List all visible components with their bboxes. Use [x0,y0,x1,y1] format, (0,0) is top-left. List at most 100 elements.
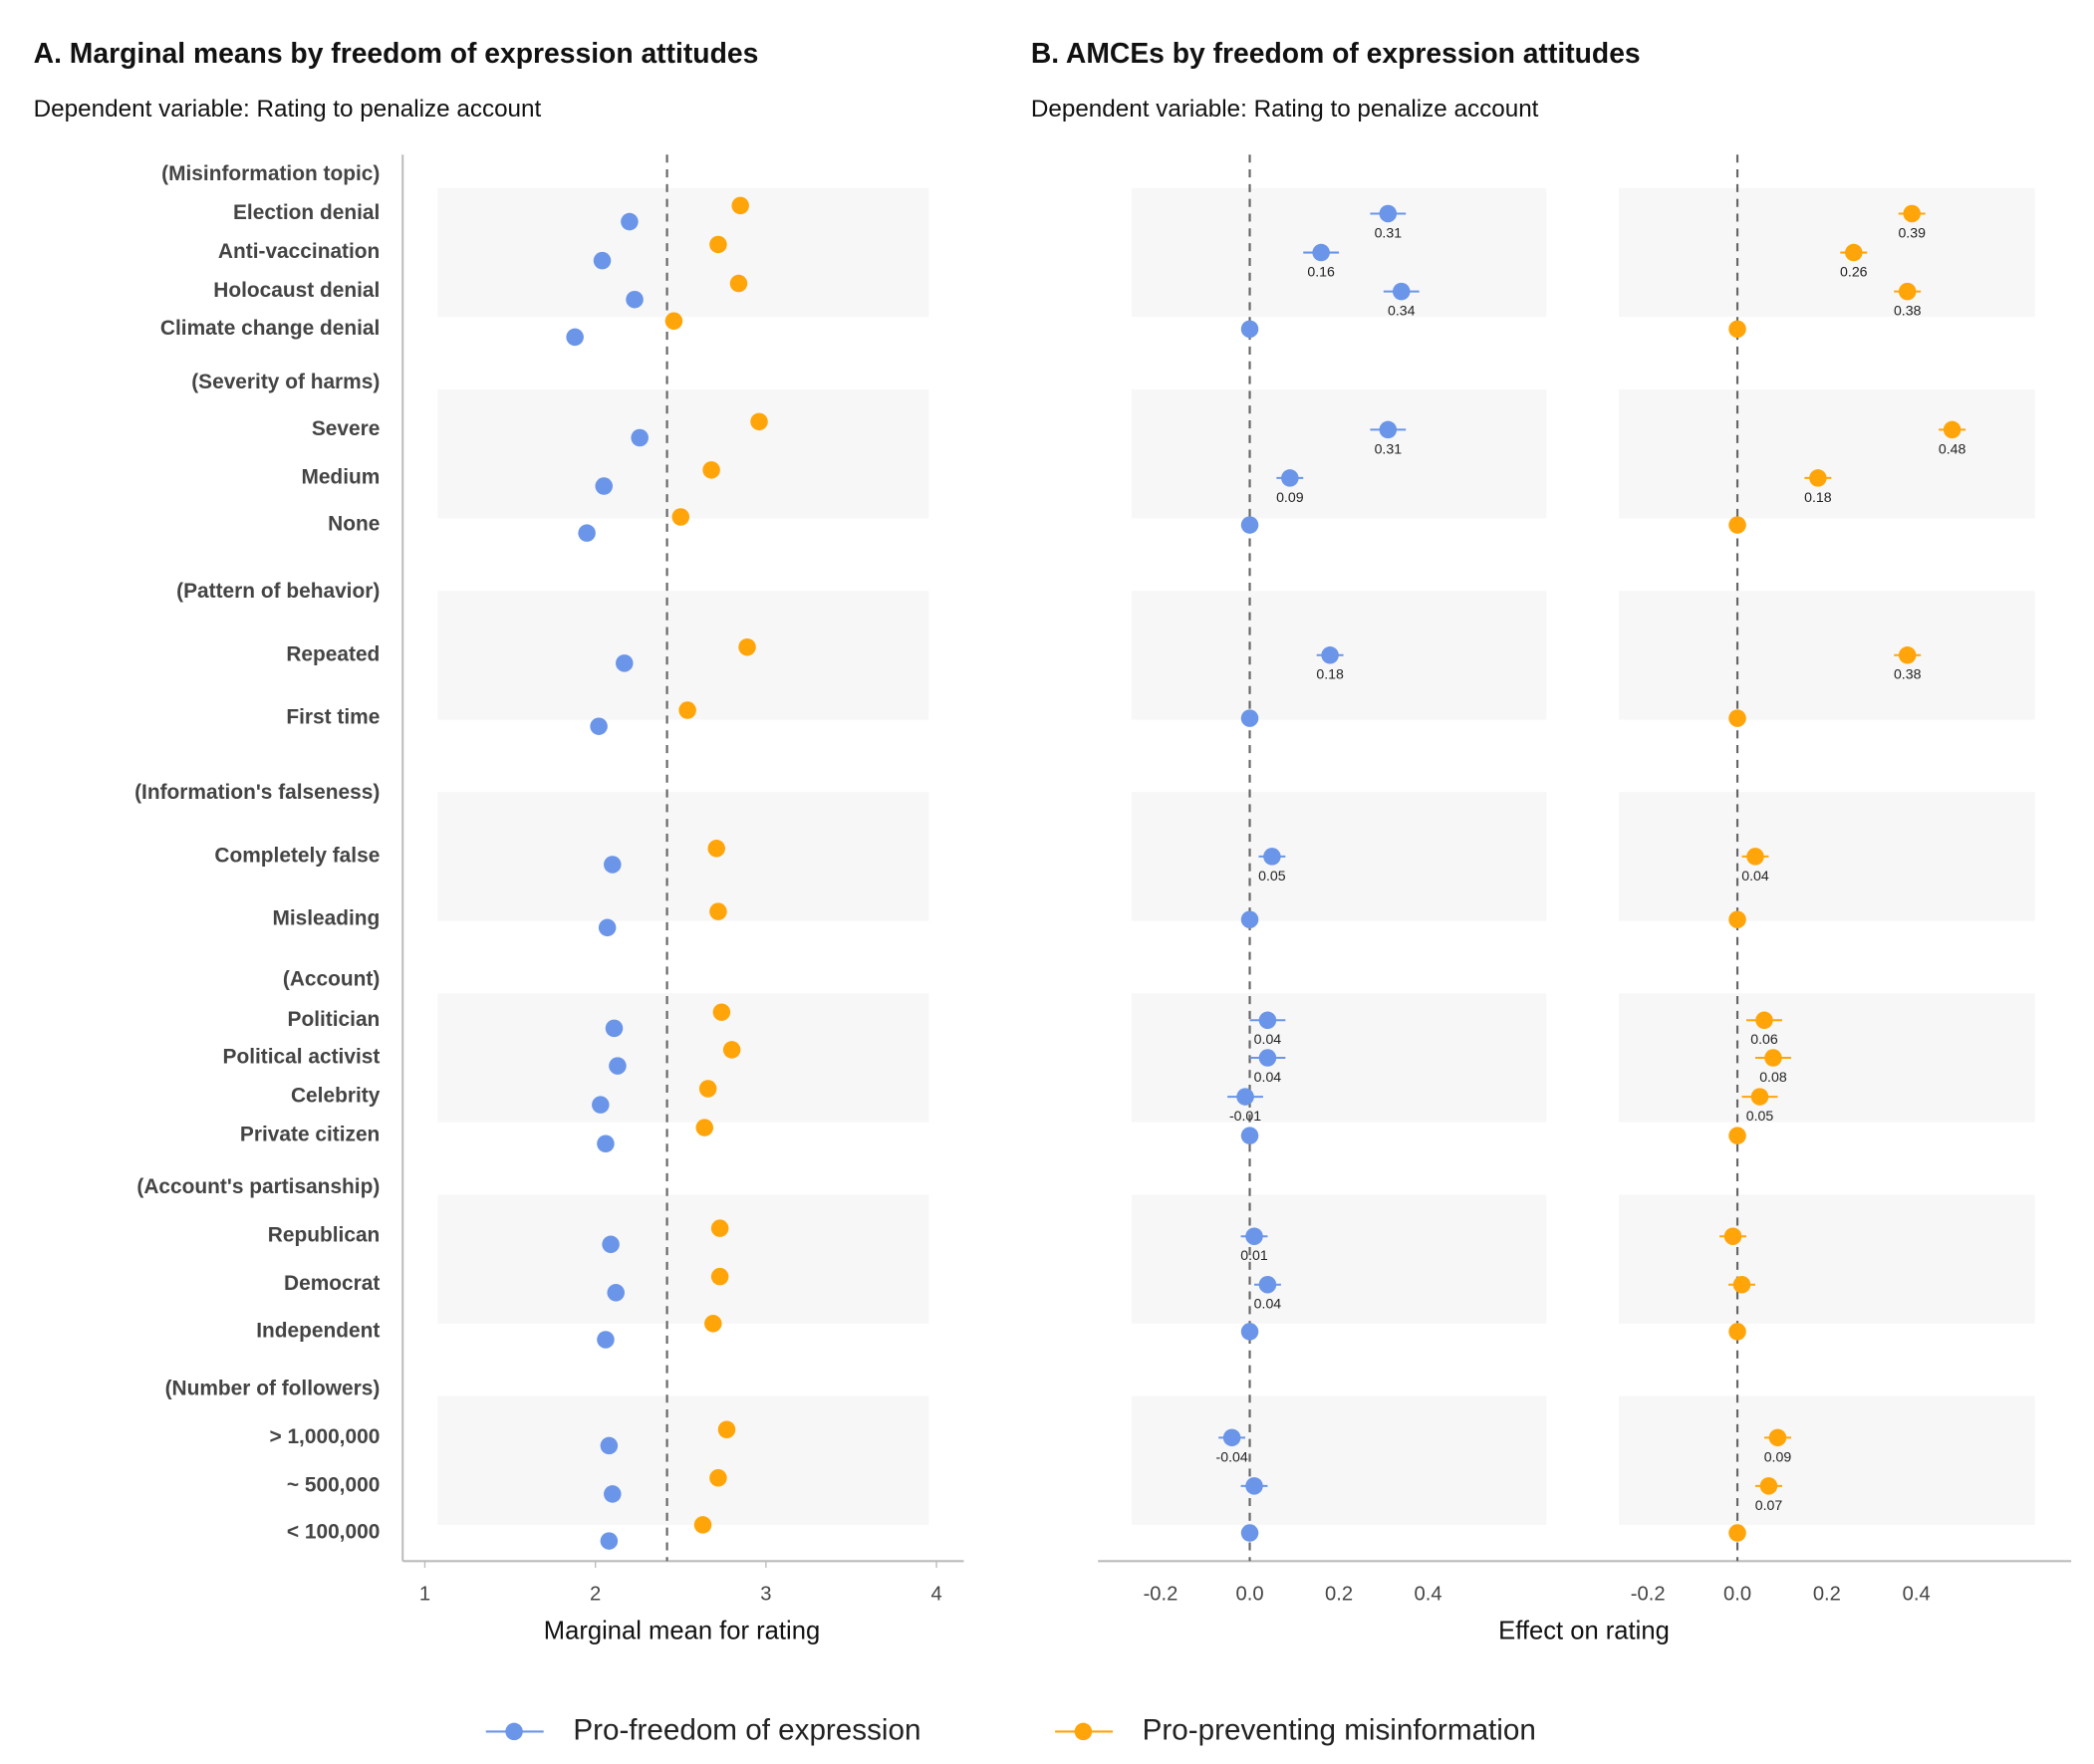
dot [1759,1477,1778,1495]
data-label: 0.26 [1840,263,1868,279]
dot [678,701,696,719]
data-label: 0.09 [1764,1448,1792,1464]
y-tick-label: Independent [256,1319,380,1342]
y-tick-label: (Account's partisanship) [136,1175,380,1198]
dot [631,428,649,447]
dot [1728,1127,1746,1144]
dot [598,918,617,937]
dot [1263,848,1281,866]
dot [607,1284,625,1302]
y-tick-label: Democrat [284,1272,380,1295]
dot [1723,1227,1742,1245]
dot [1258,1049,1277,1067]
dot [600,1436,619,1455]
data-label: 0.06 [1750,1031,1778,1047]
dot [750,412,768,431]
y-tick-label: (Information's falseness) [134,781,380,804]
y-tick-label: < 100,000 [287,1521,380,1544]
data-label: 0.31 [1375,440,1403,456]
data-label: 0.08 [1759,1069,1787,1085]
row-band [1131,792,1547,921]
dot [710,1219,729,1237]
dot [1898,282,1917,301]
panel-a-title: A. Marginal means by freedom of expressi… [34,37,759,69]
data-label: 0.05 [1746,1108,1774,1124]
dot [609,1057,627,1075]
dot [1898,646,1917,664]
y-tick-label: Republican [268,1224,381,1247]
data-label: 0.04 [1254,1031,1282,1047]
x-tick-label: -0.2 [1631,1583,1666,1605]
dot [1258,1011,1277,1030]
dot [595,477,613,495]
dot [1728,320,1746,339]
dot [1222,1428,1241,1447]
x-axis-label: Marginal mean for rating [544,1617,820,1644]
data-label: 0.05 [1258,868,1286,883]
y-tick-label: Medium [301,465,380,488]
y-tick-label: > 1,000,000 [269,1425,380,1448]
dot [621,212,639,231]
dot [1240,709,1259,727]
dot [671,508,690,526]
dot [664,312,683,331]
y-tick-label: Climate change denial [160,317,380,340]
dot [731,196,749,215]
legend-label: Pro-preventing misinformation [1143,1713,1536,1746]
data-label: 0.38 [1894,303,1922,319]
dot [707,840,725,858]
row-band [1131,1194,1547,1324]
dot [600,1532,619,1550]
dot [704,1315,722,1333]
row-band [437,792,929,921]
x-tick-label: 0.0 [1235,1583,1263,1605]
dot [709,235,727,254]
y-tick-label: (Number of followers) [165,1377,381,1399]
dot [1746,848,1764,866]
dot [604,856,622,874]
dot [626,290,644,309]
x-tick-label: 2 [590,1583,601,1605]
dot [1312,243,1330,262]
dot [1768,1428,1787,1447]
dot [1245,1477,1263,1495]
dot [578,524,596,542]
x-tick-label: 0.4 [1415,1583,1442,1605]
x-axis-label: Effect on rating [1498,1617,1670,1644]
dot [710,1267,729,1286]
dot [1764,1049,1782,1067]
dot [592,1096,610,1114]
data-label: 0.34 [1388,303,1416,319]
dot [1728,516,1746,534]
row-band [1619,1194,2035,1324]
dot [1281,469,1299,487]
data-label: 0.16 [1307,263,1335,279]
dot [597,1331,615,1349]
data-label: 0.09 [1276,489,1304,505]
dot [1943,420,1962,439]
data-label: -0.01 [1229,1108,1261,1124]
dot [1240,1127,1259,1144]
data-label: 0.39 [1898,224,1926,240]
legend-dot [505,1722,523,1741]
row-band [1619,187,2035,318]
data-label: 0.31 [1375,224,1403,240]
dot [1240,320,1259,339]
x-tick-label: 0.2 [1325,1583,1353,1605]
data-label: 0.04 [1741,868,1769,883]
y-tick-label: Severe [312,417,381,440]
row-band [1619,993,2035,1123]
row-band [437,993,929,1123]
dot [729,274,748,293]
dot [1240,1323,1259,1341]
row-band [1131,388,1547,519]
row-band [1619,591,2035,720]
dot [738,637,756,656]
y-tick-label: First time [286,706,380,729]
dot [1240,1524,1259,1542]
row-band [1131,993,1547,1123]
data-label: 0.18 [1804,489,1832,505]
dot [1379,420,1398,439]
data-label: 0.04 [1254,1069,1282,1085]
